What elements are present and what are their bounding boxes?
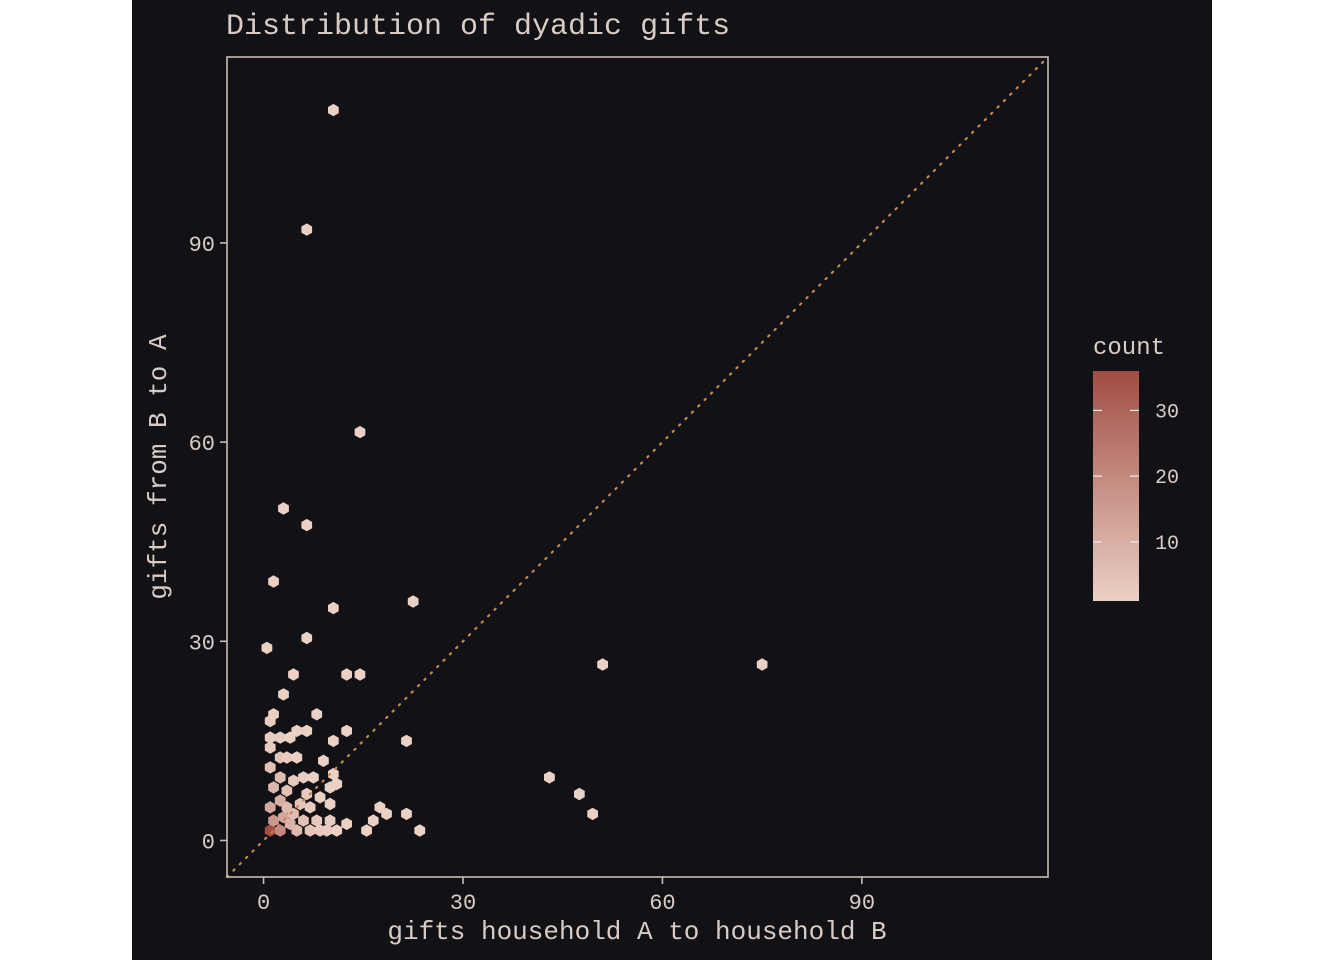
panel-background bbox=[132, 0, 1212, 960]
hexbin-cell bbox=[367, 814, 379, 827]
x-tick-label: 60 bbox=[649, 891, 675, 916]
hexbin-cell bbox=[274, 731, 286, 744]
hexbin-cell bbox=[301, 787, 313, 801]
legend-tick-label: 10 bbox=[1155, 533, 1179, 556]
chart-title: Distribution of dyadic gifts bbox=[226, 10, 730, 44]
plot-frame bbox=[226, 56, 1049, 878]
hexbin-cell bbox=[288, 668, 299, 681]
plot-area bbox=[225, 55, 1050, 879]
hexbin-cell bbox=[321, 824, 333, 837]
hexbin-cell bbox=[407, 595, 419, 608]
y-axis: 0 30 60 90 bbox=[189, 233, 227, 855]
hexbin-cell bbox=[264, 761, 276, 774]
hexbin-cell bbox=[341, 724, 352, 738]
hexbin-cell bbox=[587, 807, 598, 821]
hexbin-cell bbox=[278, 502, 289, 515]
y-tick-label: 0 bbox=[202, 830, 215, 855]
hexbin-cell bbox=[331, 777, 343, 791]
hexbin-cell bbox=[281, 751, 293, 764]
hexbin-cell bbox=[274, 771, 286, 784]
hexbin-cell bbox=[341, 668, 352, 681]
hexbin-cell bbox=[401, 807, 412, 821]
hexbin-cell bbox=[597, 658, 608, 671]
hexbin-cell bbox=[301, 223, 313, 236]
y-tick-label: 30 bbox=[189, 631, 215, 656]
hexbin-cell bbox=[301, 518, 313, 532]
hexbin-cell bbox=[301, 724, 313, 738]
hexbin-cell bbox=[281, 784, 293, 797]
legend-tick-label: 30 bbox=[1155, 401, 1179, 424]
hexbin-cell bbox=[401, 734, 412, 748]
hexbin-cell bbox=[264, 824, 276, 837]
hexbin-cell bbox=[324, 814, 336, 827]
legend-ticks: 10 20 30 bbox=[1093, 401, 1179, 556]
hexbin-cell bbox=[291, 824, 303, 837]
hexbin-cell bbox=[291, 724, 303, 738]
hexbin-cell bbox=[331, 824, 343, 837]
x-tick-label: 90 bbox=[849, 891, 875, 916]
hexbin-cell bbox=[288, 774, 299, 787]
hexbin-cell bbox=[298, 771, 309, 784]
hexbin-cell bbox=[268, 708, 279, 721]
x-axis-label: gifts household A to household B bbox=[387, 917, 886, 947]
hexbin-cell bbox=[291, 751, 303, 764]
hexbin-cell bbox=[318, 754, 329, 767]
hexbin-cell bbox=[304, 824, 316, 837]
hexbin-cell bbox=[268, 575, 279, 588]
hexbin-cell bbox=[311, 814, 323, 827]
hexbin-cell bbox=[361, 824, 372, 837]
hexbin-cell bbox=[304, 801, 316, 814]
hexbin-cell bbox=[354, 425, 366, 439]
hexbin-layer bbox=[261, 103, 768, 837]
hexbin-cell bbox=[278, 688, 289, 701]
y-axis-label: gifts from B to A bbox=[144, 334, 174, 600]
hexbin-cell bbox=[261, 641, 273, 655]
hexbin-cell bbox=[381, 807, 392, 821]
hexbin-cell bbox=[268, 814, 279, 827]
hexbin-cell bbox=[324, 797, 336, 811]
hexbin-cell bbox=[414, 824, 426, 837]
hexbin-cell bbox=[544, 771, 555, 784]
hexbin-cell bbox=[288, 807, 299, 821]
hexbin-cell bbox=[328, 601, 339, 615]
legend-tick-label: 20 bbox=[1155, 467, 1179, 490]
hexbin-cell bbox=[314, 791, 326, 804]
hexbin-cell bbox=[756, 658, 768, 671]
legend-colorbar bbox=[1093, 371, 1139, 601]
y-tick-label: 60 bbox=[189, 432, 215, 457]
hexbin-cell bbox=[328, 767, 339, 781]
legend-title: count bbox=[1093, 335, 1165, 362]
hexbin-cell bbox=[308, 771, 319, 784]
hexbin-cell bbox=[298, 814, 309, 827]
x-tick-label: 30 bbox=[450, 891, 476, 916]
color-legend: count 10 20 30 bbox=[1093, 335, 1179, 601]
hexbin-cell bbox=[264, 801, 276, 814]
hexbin-cell bbox=[328, 734, 339, 748]
hexbin-cell bbox=[328, 103, 339, 117]
hexbin-cell bbox=[311, 708, 323, 721]
hexbin-cell bbox=[354, 668, 366, 681]
hexbin-cell bbox=[264, 731, 276, 744]
hexbin-cell bbox=[264, 741, 276, 754]
hexbin-cell bbox=[268, 781, 279, 794]
hexbin-cell bbox=[574, 787, 585, 801]
x-axis: 0 30 60 90 bbox=[257, 877, 875, 916]
hexbin-cell bbox=[274, 824, 286, 837]
hexbin-cell bbox=[301, 631, 313, 645]
x-tick-label: 0 bbox=[257, 891, 270, 916]
y-tick-label: 90 bbox=[189, 233, 215, 258]
hexbin-cell bbox=[341, 817, 352, 831]
